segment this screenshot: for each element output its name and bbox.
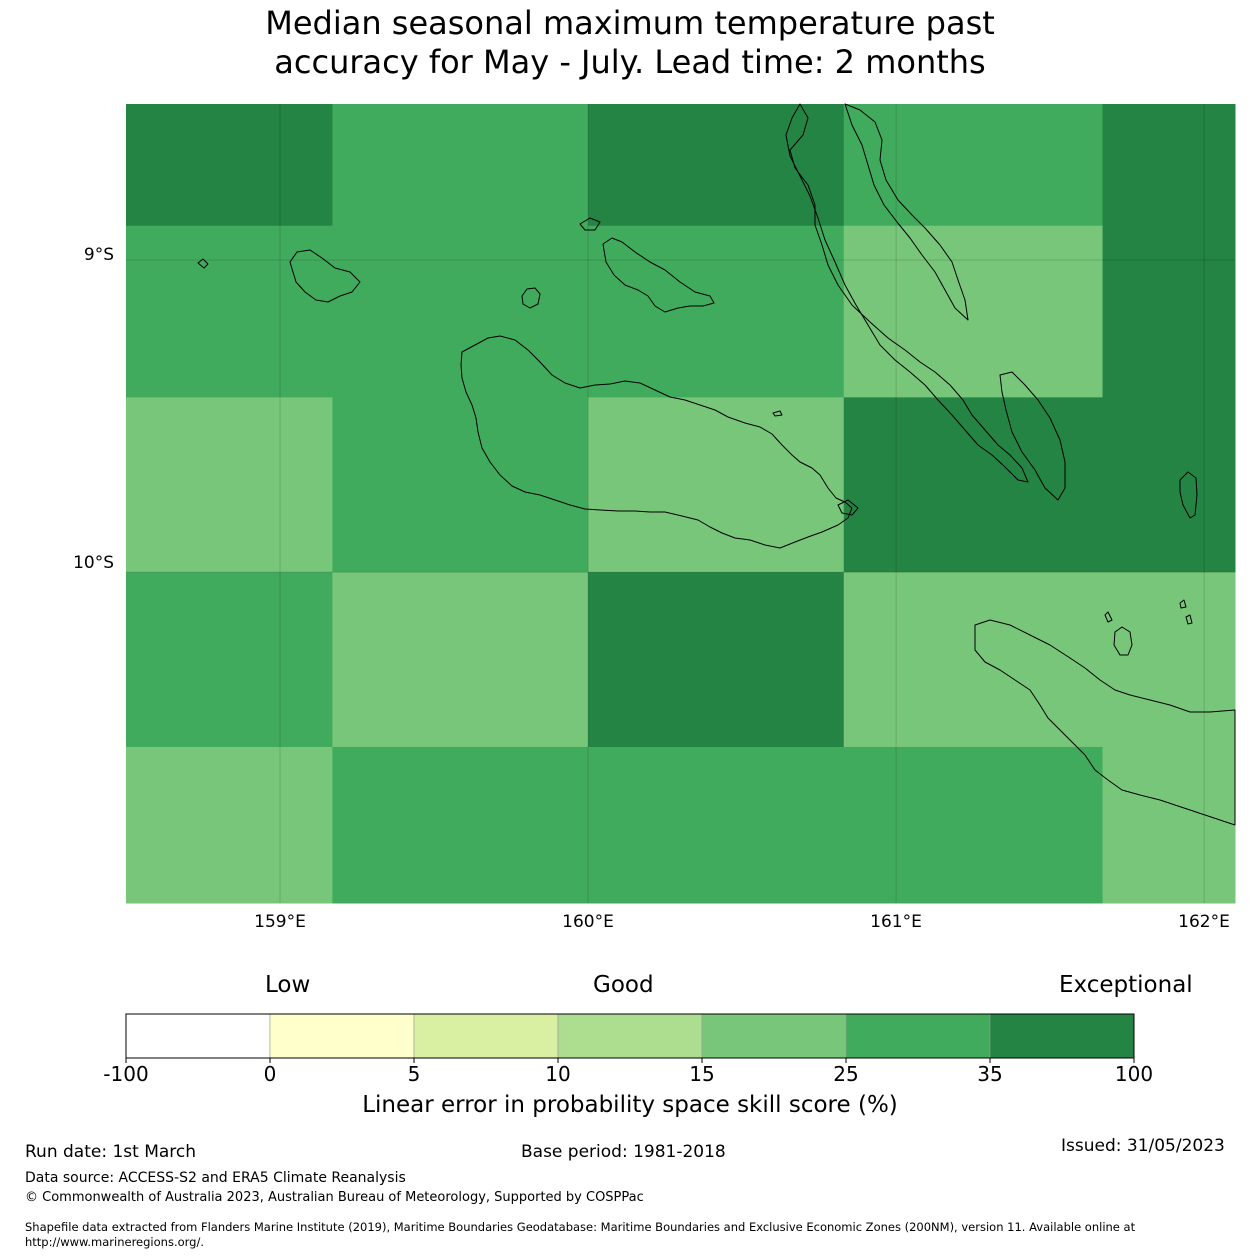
islet-coastline-3 [772,410,783,417]
small-malaita-coastline [999,371,1066,501]
skill-cell [1102,746,1236,904]
skill-cell [332,104,589,227]
colorbar-tick: 100 [1114,1062,1154,1086]
skill-cell [1102,225,1236,398]
malaita-coastline [785,103,1029,483]
skill-cell [588,746,845,904]
skill-cell [332,225,589,398]
colorbar-title: Linear error in probability space skill … [362,1092,898,1118]
colorbar-segment [557,1013,703,1059]
ulawa-island-coastline [1179,471,1198,519]
islet-coastline-6 [1185,614,1193,625]
skill-cell [843,225,1104,398]
ugi-island-coastline [1113,626,1133,656]
colorbar-segment [845,1013,991,1059]
shapefile-credit-2: http://www.marineregions.org/. [25,1235,204,1249]
russell-islands-coastline [289,249,361,303]
skill-cell [843,397,1104,573]
guadalcanal-coastline [460,335,853,549]
colorbar-tick: 5 [407,1062,421,1086]
skill-cell [126,104,333,227]
skill-cell [588,225,845,398]
savo-island-coastline [521,287,541,309]
colorbar-tick: 15 [689,1062,715,1086]
category-label-good: Good [593,972,654,998]
north-malaita-coastline [844,103,969,321]
chart-title: Median seasonal maximum temperature past… [0,4,1260,82]
islet-coastline-5 [1179,599,1187,609]
base-period: Base period: 1981-2018 [521,1142,726,1162]
skill-cell [588,572,845,748]
colorbar-tick: 10 [545,1062,571,1086]
lon-label-159e: 159°E [254,912,306,932]
skill-cell [126,225,333,398]
skill-cell [843,572,1104,748]
colorbar-tick: 25 [833,1062,859,1086]
title-line-1: Median seasonal maximum temperature past [265,4,995,42]
colorbar-segment [125,1013,271,1059]
skill-cell [843,746,1104,904]
category-label-low: Low [265,972,311,998]
lon-label-160e: 160°E [562,912,614,932]
skill-cell [1102,572,1236,748]
title-line-2: accuracy for May - July. Lead time: 2 mo… [274,43,986,81]
skill-cell [588,397,845,573]
category-label-exceptional: Exceptional [1059,972,1193,998]
colorbar-segment [989,1013,1135,1059]
skill-cell [126,746,333,904]
issued-date: Issued: 31/05/2023 [1061,1136,1225,1156]
lat-label-9s: 9°S [83,245,114,265]
skill-cell [126,397,333,573]
colorbar-tick: -100 [103,1062,149,1086]
florida-islands-coastline [602,237,715,313]
colorbar-frame [125,1013,1135,1059]
makira-coastline [974,619,1236,826]
skill-cell [332,572,589,748]
skill-cell [1102,397,1236,573]
islet-coastline-1 [197,258,209,269]
skill-cell [1102,104,1236,227]
islet-coastline-2 [579,217,601,231]
colorbar-tick: 35 [977,1062,1003,1086]
run-date: Run date: 1st March [25,1142,197,1162]
shapefile-credit-1: Shapefile data extracted from Flanders M… [25,1220,1136,1234]
skill-cell [332,397,589,573]
skill-cell [843,104,1104,227]
islet-coastline-7 [837,499,859,516]
data-source: Data source: ACCESS-S2 and ERA5 Climate … [25,1170,406,1186]
colorbar-segment [269,1013,415,1059]
skill-cell [588,104,845,227]
skill-cell [332,746,589,904]
islet-coastline-4 [1104,611,1113,623]
copyright: © Commonwealth of Australia 2023, Austra… [25,1190,644,1205]
lon-label-162e: 162°E [1178,912,1230,932]
lat-label-10s: 10°S [73,553,114,573]
colorbar-tick: 0 [263,1062,277,1086]
colorbar-segment [413,1013,559,1059]
colorbar-segment [701,1013,847,1059]
skill-cell [126,572,333,748]
lon-label-161e: 161°E [870,912,922,932]
